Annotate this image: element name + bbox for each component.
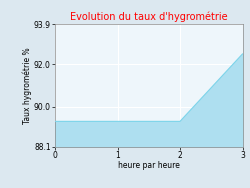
- Title: Evolution du taux d'hygrométrie: Evolution du taux d'hygrométrie: [70, 12, 228, 22]
- Y-axis label: Taux hygrométrie %: Taux hygrométrie %: [23, 47, 32, 124]
- X-axis label: heure par heure: heure par heure: [118, 161, 180, 170]
